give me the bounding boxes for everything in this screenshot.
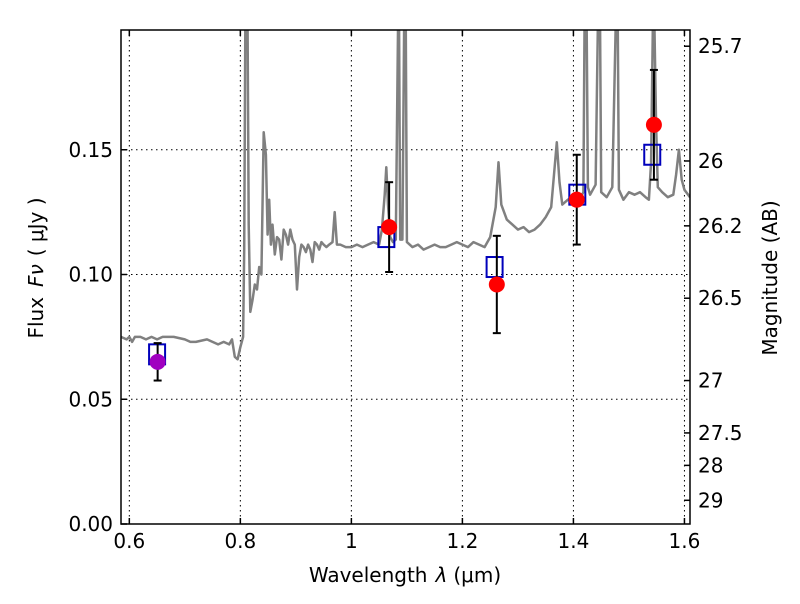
- tick-layer: 0.6 0.8 1 1.2 1.4 1.6 0.00 0.05 0.10 0.15 25.7 26 26…: [68, 30, 743, 553]
- x-axis-label: Wavelength λ (μm): [309, 563, 501, 587]
- y2-tick-label: 28: [698, 453, 723, 477]
- y-tick-label: 0.00: [68, 512, 113, 536]
- observed-photometry-point: [149, 353, 166, 370]
- y2-tick-label: 26.5: [698, 286, 743, 310]
- observed-photometry-point: [568, 191, 585, 208]
- y-tick-label: 0.15: [68, 138, 113, 162]
- x-tick-label: 1.6: [669, 529, 701, 553]
- y2-tick-label: 26.2: [698, 214, 743, 238]
- y2-tick-label: 29: [698, 488, 723, 512]
- model-photometry-square: [643, 143, 662, 166]
- model-photometry-square: [485, 256, 504, 279]
- observed-photometry-point: [645, 116, 662, 133]
- spectrum-layer: [121, 30, 690, 361]
- x-tick-label: 0.6: [113, 529, 145, 553]
- model-spectrum-line: [121, 30, 690, 361]
- y-tick-label: 0.10: [68, 263, 113, 287]
- right-axis-label: Magnitude (AB): [758, 200, 782, 355]
- y2-tick-label: 27.5: [698, 421, 743, 445]
- x-tick-label: 0.8: [224, 529, 256, 553]
- plot-frame: [120, 29, 691, 525]
- y-tick-label: 0.05: [68, 387, 113, 411]
- observed-photometry-point: [488, 276, 505, 293]
- x-tick-label: 1.4: [558, 529, 590, 553]
- x-tick-label: 1: [345, 529, 358, 553]
- x-tick-label: 1.2: [446, 529, 478, 553]
- y2-tick-label: 26: [698, 149, 723, 173]
- y-axis-label: FluxFν( μJy ): [24, 197, 48, 338]
- observed-photometry-point: [381, 219, 398, 236]
- y2-tick-label: 25.7: [698, 34, 743, 58]
- y2-tick-label: 27: [698, 369, 723, 393]
- points-layer: [148, 68, 662, 382]
